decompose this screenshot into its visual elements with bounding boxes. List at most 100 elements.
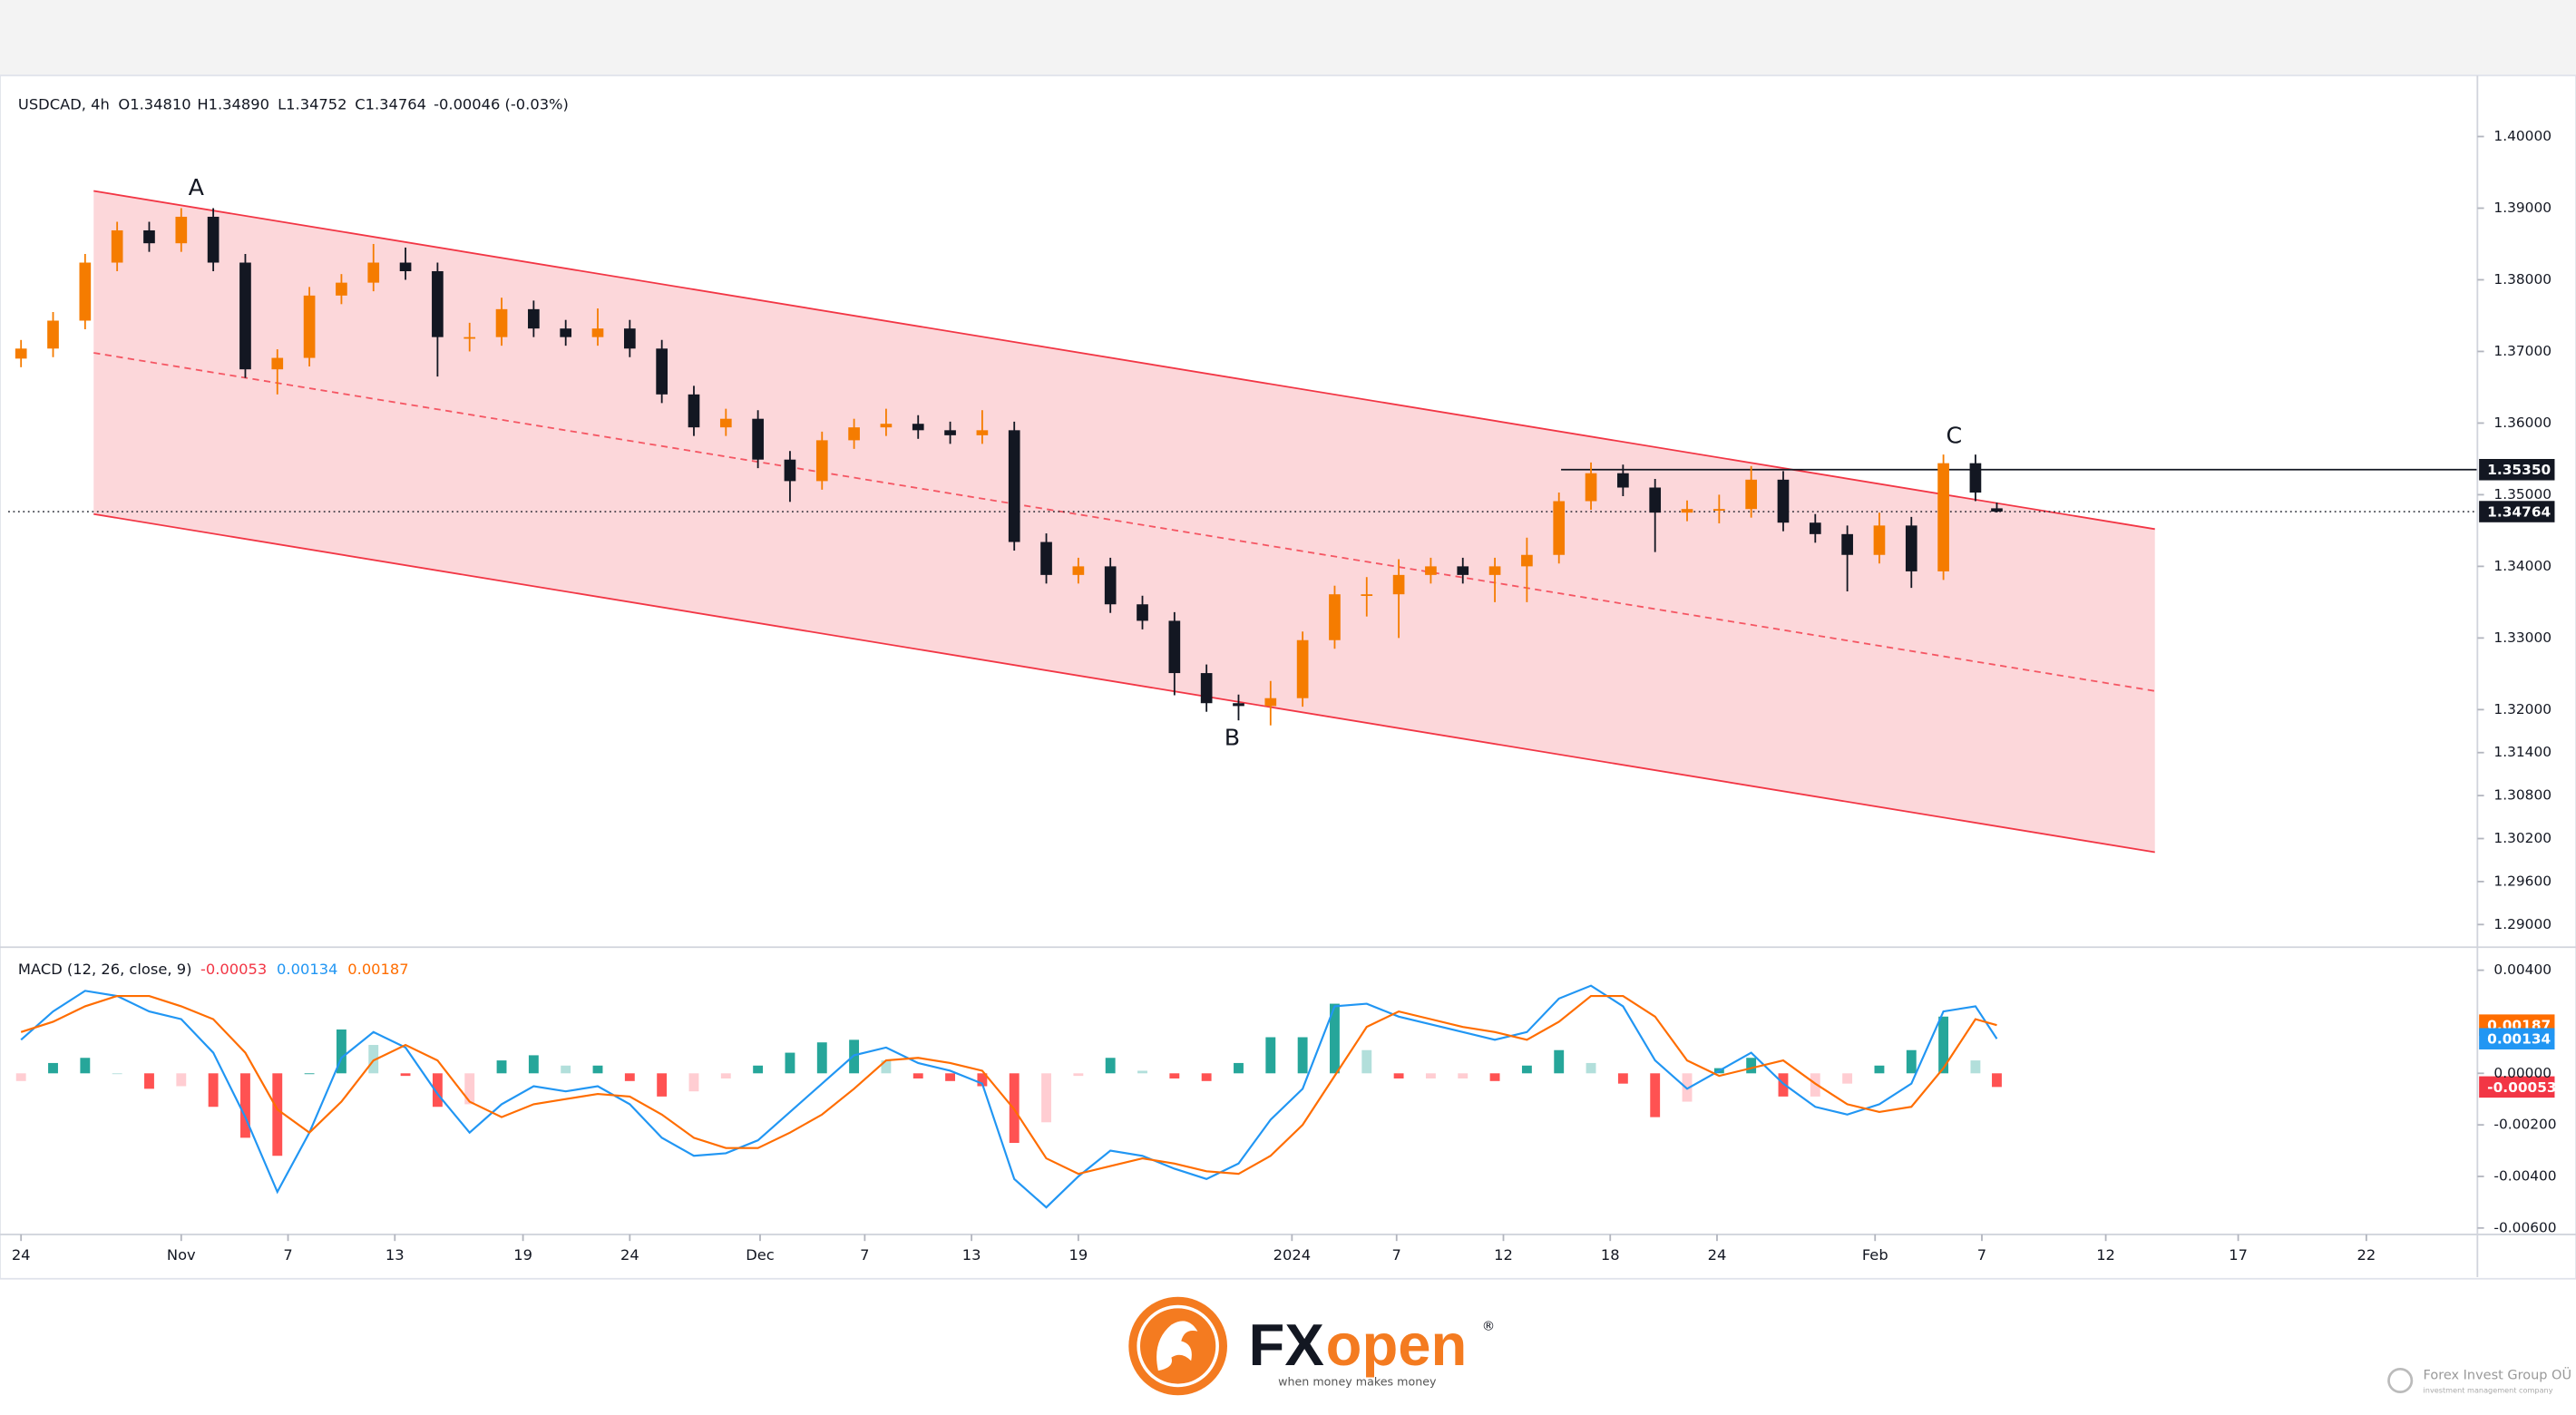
histogram-bar [1874, 1065, 1885, 1074]
histogram-bar [496, 1060, 507, 1074]
candle-body [880, 424, 893, 428]
candle-body [1777, 479, 1790, 523]
price-tag-label: -0.00053 [2487, 1079, 2556, 1096]
candle-body [848, 427, 860, 441]
x-tick-label: 18 [1601, 1246, 1620, 1264]
y-tick-label: 1.40000 [2493, 128, 2552, 144]
ohlc-low: L1.34752 [278, 95, 346, 112]
x-tick-label: 12 [2096, 1246, 2115, 1264]
price-tag-label: 1.34764 [2487, 503, 2551, 520]
candle-body [1392, 574, 1405, 595]
channel-lower [93, 512, 2155, 854]
candle-body [1361, 594, 1373, 596]
candle-body [303, 295, 316, 358]
candle-body [1488, 566, 1501, 575]
histogram-bar [48, 1062, 58, 1074]
candle-body [1040, 542, 1052, 575]
histogram-bar [1586, 1062, 1596, 1074]
candle-body [1425, 566, 1437, 575]
y-tick-label: -0.00600 [2493, 1219, 2556, 1235]
price-tag-label: 1.35350 [2487, 462, 2551, 478]
histogram-bar [592, 1065, 603, 1074]
candle-body [1969, 463, 1982, 493]
channel-mid [93, 352, 2155, 692]
candle-body [1553, 501, 1566, 555]
candle-body [1841, 533, 1853, 555]
y-tick-label: -0.00400 [2493, 1167, 2556, 1184]
histogram-bar [816, 1042, 827, 1074]
candle-body [815, 440, 828, 482]
candle-body [944, 430, 956, 435]
ohlc-open: O1.34810 [118, 95, 190, 112]
histogram-bar [657, 1073, 668, 1097]
histogram-bar [1361, 1049, 1372, 1074]
candle-body [1649, 487, 1662, 513]
histogram-bar [1810, 1073, 1820, 1097]
histogram-bar [1234, 1062, 1244, 1074]
y-tick-label: 1.31400 [2493, 744, 2552, 760]
histogram-bar [272, 1073, 283, 1156]
candle-body [1905, 525, 1917, 571]
price-tag-box [2479, 1028, 2555, 1049]
candle-body [688, 394, 700, 428]
histogram-bar [1650, 1073, 1661, 1117]
candle-body [528, 308, 540, 329]
candle-body [1617, 473, 1629, 488]
histogram-bar [1746, 1058, 1757, 1074]
candle-body [1681, 509, 1693, 513]
candle-body [1745, 479, 1757, 510]
y-tick-label: 0.00000 [2493, 1065, 2552, 1081]
histogram-bar [1458, 1073, 1469, 1078]
candle-body [656, 348, 668, 395]
candle-body [752, 418, 764, 460]
ohlc-close: C1.34764 [355, 95, 426, 112]
candle-body [1712, 509, 1725, 512]
x-tick-label: 24 [620, 1246, 639, 1264]
ohlc-high: H1.34890 [197, 95, 269, 112]
candle-body [399, 262, 412, 271]
macd-title: MACD (12, 26, close, 9) [18, 961, 192, 978]
histogram-bar [1425, 1073, 1436, 1078]
x-tick-label: Nov [167, 1246, 196, 1264]
histogram-bar [80, 1058, 91, 1074]
wave-label: B [1225, 724, 1240, 751]
x-tick-label: 2024 [1273, 1246, 1311, 1264]
histogram-bar [1201, 1073, 1212, 1081]
candle-body [784, 459, 796, 482]
histogram-bar [688, 1073, 699, 1092]
histogram-bar [561, 1065, 571, 1074]
change: -0.00046 (-0.03%) [434, 95, 569, 112]
y-tick-label: 1.37000 [2493, 343, 2552, 359]
price-tag-box [2479, 458, 2555, 481]
histogram-bar [1992, 1073, 2002, 1088]
candle-body [1937, 463, 1949, 571]
candle-body [432, 270, 444, 337]
wave-label: A [189, 173, 205, 200]
channel-fill [93, 190, 2155, 853]
histogram-bar [144, 1073, 154, 1089]
y-tick-label: 1.35000 [2493, 486, 2552, 503]
histogram-bar [1137, 1070, 1147, 1074]
histogram-bar [336, 1029, 346, 1074]
logo-dragon [1156, 1321, 1198, 1371]
y-tick-label: 1.29600 [2493, 873, 2552, 889]
histogram-bar [240, 1073, 250, 1138]
histogram-bar [112, 1073, 122, 1075]
candle-body [1104, 566, 1117, 605]
price-tag-label: 0.00134 [2487, 1031, 2551, 1048]
histogram-bar [1330, 1003, 1340, 1074]
candle-body [1233, 703, 1244, 707]
histogram-bar [624, 1073, 635, 1081]
histogram-bar [528, 1055, 539, 1074]
histogram-bar [1906, 1049, 1917, 1074]
candle-body [560, 328, 572, 337]
price-tag-box [2479, 501, 2555, 522]
x-tick-label: 24 [12, 1246, 31, 1264]
histogram-bar [1041, 1073, 1051, 1123]
symbol: USDCAD, 4h [18, 95, 110, 112]
x-tick-label: 17 [2229, 1246, 2248, 1264]
candle-body [1585, 473, 1597, 502]
macd-legend-value: 0.00187 [347, 961, 408, 978]
axes: 1.40000 1.39000 1.38000 1.37000 1.36000 1.350… [0, 75, 2576, 1277]
